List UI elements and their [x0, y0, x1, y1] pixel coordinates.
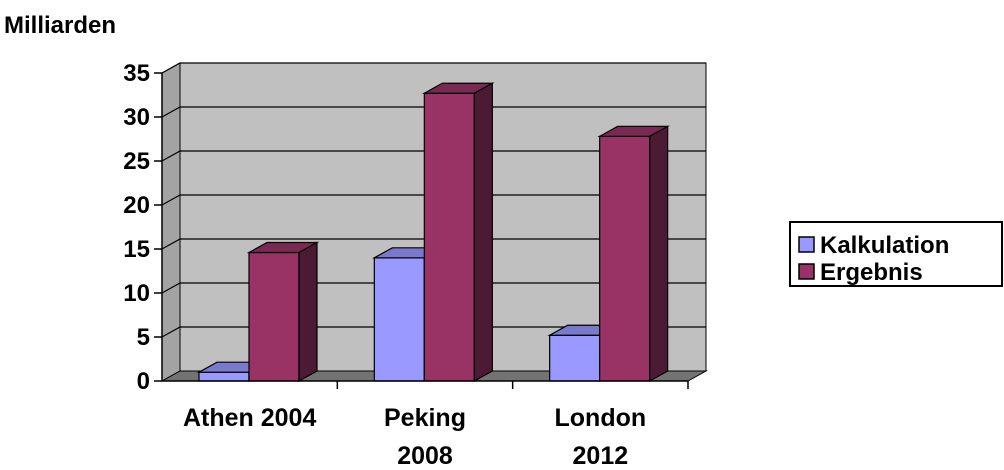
bar-ergebnis-0: [246, 241, 320, 383]
x-tick-label: London 2012: [555, 404, 647, 470]
gridline: [161, 326, 706, 338]
legend-box: [789, 221, 1003, 287]
gridline: [161, 194, 706, 206]
bars: [196, 82, 670, 383]
gridline: [161, 150, 706, 162]
gridline: [161, 282, 706, 294]
y-tick-label: 0: [137, 368, 150, 395]
y-tick-label: 5: [137, 324, 150, 351]
gridline: [161, 106, 706, 118]
y-tick-label: 15: [123, 236, 150, 263]
gridline: [161, 238, 706, 250]
y-tick-label: 30: [123, 104, 150, 131]
y-axis-label: Milliarden: [4, 12, 116, 39]
y-tick-label: 10: [123, 280, 150, 307]
y-tick-label: 20: [123, 192, 150, 219]
y-tick-label: 35: [123, 60, 150, 87]
legend-label-kalkulation: Kalkulation: [820, 232, 949, 259]
y-tick-label: 25: [123, 148, 150, 175]
legend-swatch-ergebnis: [798, 263, 815, 280]
bar-ergebnis-2: [597, 125, 670, 383]
bar-ergebnis-1: [422, 82, 495, 383]
x-tick-label: Athen 2004: [183, 404, 316, 432]
axes: [154, 72, 689, 389]
legend-label-ergebnis: Ergebnis: [820, 259, 923, 286]
side-wall: [161, 62, 181, 382]
gridlines: [161, 62, 706, 338]
gridline: [161, 62, 706, 74]
legend-swatch-kalkulation: [798, 236, 815, 253]
x-tick-label: Peking 2008: [384, 404, 466, 470]
labels: 0 5 10 15 20 25 30 35 Athen 2004 Peking 2008 London…: [4, 12, 646, 470]
